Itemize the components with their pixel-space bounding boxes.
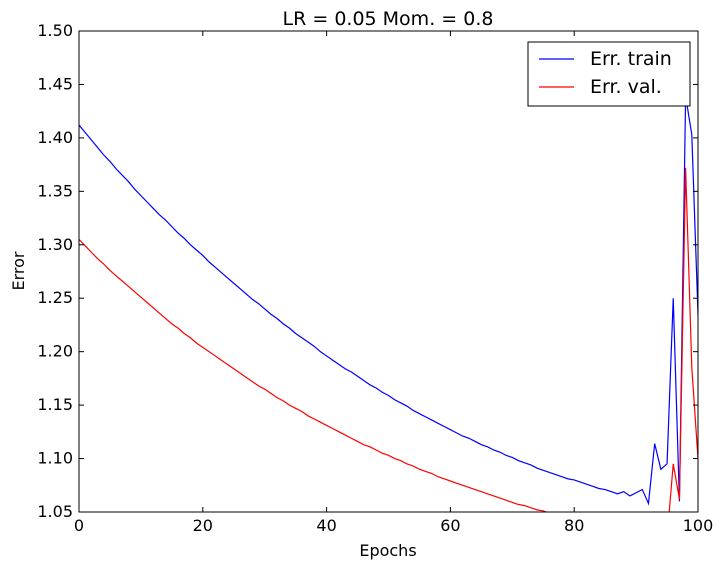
legend: Err. train Err. val.: [527, 41, 691, 107]
y-tick-label: 1.45: [37, 74, 73, 93]
y-tick-label: 1.25: [37, 288, 73, 307]
legend-label-train: Err. train: [590, 48, 672, 70]
y-tick-label: 1.15: [37, 395, 73, 414]
y-tick-label: 1.30: [37, 235, 73, 254]
x-tick-label: 60: [440, 516, 460, 535]
legend-label-val: Err. val.: [590, 76, 662, 98]
y-tick-label: 1.40: [37, 128, 73, 147]
series-line-val: [79, 167, 698, 512]
y-tick-label: 1.50: [37, 21, 73, 40]
x-tick-label: 100: [683, 516, 714, 535]
series-line-train: [79, 96, 698, 506]
y-tick-label: 1.05: [37, 502, 73, 521]
x-axis-label: Epochs: [359, 541, 416, 560]
x-tick-label: 20: [193, 516, 213, 535]
y-tick-label: 1.20: [37, 342, 73, 361]
x-tick-label: 40: [316, 516, 336, 535]
y-axis-label: Error: [9, 251, 28, 290]
legend-box: [527, 41, 691, 107]
x-tick-label: 80: [564, 516, 584, 535]
chart-title: LR = 0.05 Mom. = 0.8: [283, 8, 494, 30]
y-tick-label: 1.10: [37, 449, 73, 468]
x-tick-label: 0: [74, 516, 84, 535]
y-tick-label: 1.35: [37, 181, 73, 200]
plot-frame: [78, 30, 699, 513]
